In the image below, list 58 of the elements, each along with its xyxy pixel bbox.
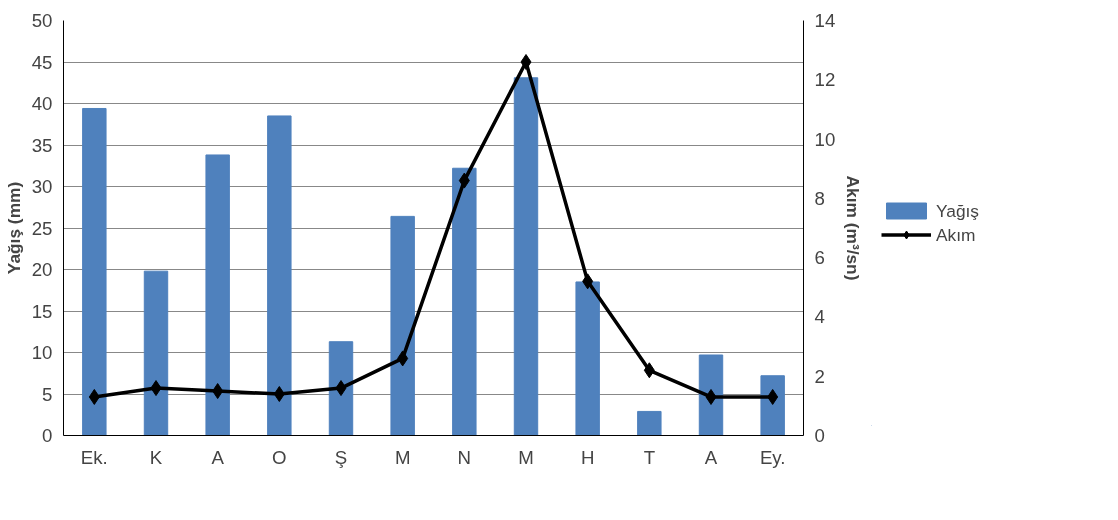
y-tick-label: 15 <box>31 300 53 322</box>
bar <box>390 215 415 436</box>
y-tick-label: 25 <box>31 217 53 239</box>
point <box>520 54 532 70</box>
bar <box>575 281 600 436</box>
y-tick-label: 5 <box>42 383 53 405</box>
bar <box>452 167 477 436</box>
x-tick-label: A <box>704 446 718 468</box>
y-tick-label: 0 <box>42 425 53 446</box>
x-tick-label: M <box>394 446 411 468</box>
y-tick-label: 10 <box>31 342 53 363</box>
bar <box>698 354 724 436</box>
point <box>335 380 347 397</box>
bar <box>513 77 539 436</box>
bar <box>82 107 107 436</box>
x-tick-label: M <box>518 446 534 468</box>
x-tick-label: N <box>457 446 472 468</box>
bar <box>637 410 662 436</box>
x-tick-label: Ş <box>334 446 348 468</box>
x-tick-label: Ek. <box>80 446 108 468</box>
y2-tick-label: 0 <box>814 425 825 446</box>
y2-tick-label: 12 <box>814 69 836 91</box>
y2-tick-label: 14 <box>814 10 836 31</box>
bar <box>760 375 785 436</box>
x-tick-label: O <box>272 446 287 468</box>
point <box>705 388 717 405</box>
point <box>397 350 409 367</box>
x-tick-label: K <box>149 446 163 468</box>
legend-label: Yağış <box>936 200 980 221</box>
y-tick-label: 40 <box>31 93 53 114</box>
x-tick-label: T <box>643 446 656 468</box>
x-tick-label: A <box>211 446 225 468</box>
y2-axis-title: Akım (m³/sn) <box>843 175 864 281</box>
y2-tick-label: 2 <box>814 365 825 387</box>
y-tick-label: 20 <box>31 259 53 280</box>
legend-label: Akım <box>936 224 976 245</box>
y-tick-label: 35 <box>31 134 53 156</box>
bar <box>205 154 230 436</box>
bar <box>143 270 169 436</box>
bar <box>267 115 292 436</box>
point <box>458 172 470 189</box>
x-tick-label: Ey. <box>759 446 786 468</box>
point <box>273 386 285 402</box>
y-tick-label: 30 <box>31 176 53 197</box>
point <box>643 362 655 379</box>
y-tick-label: 50 <box>31 10 53 31</box>
bar <box>328 341 354 436</box>
point <box>150 380 162 397</box>
x-tick-label: H <box>580 446 595 468</box>
point <box>582 273 594 290</box>
y-tick-label: 45 <box>31 51 53 73</box>
y2-tick-label: 4 <box>814 306 825 328</box>
y2-tick-label: 8 <box>814 187 825 209</box>
point <box>212 383 224 400</box>
point <box>88 388 100 405</box>
y2-tick-label: 10 <box>814 128 836 150</box>
y-axis-title: Yağış (mm) <box>3 181 24 275</box>
y2-tick-label: 6 <box>814 247 825 269</box>
